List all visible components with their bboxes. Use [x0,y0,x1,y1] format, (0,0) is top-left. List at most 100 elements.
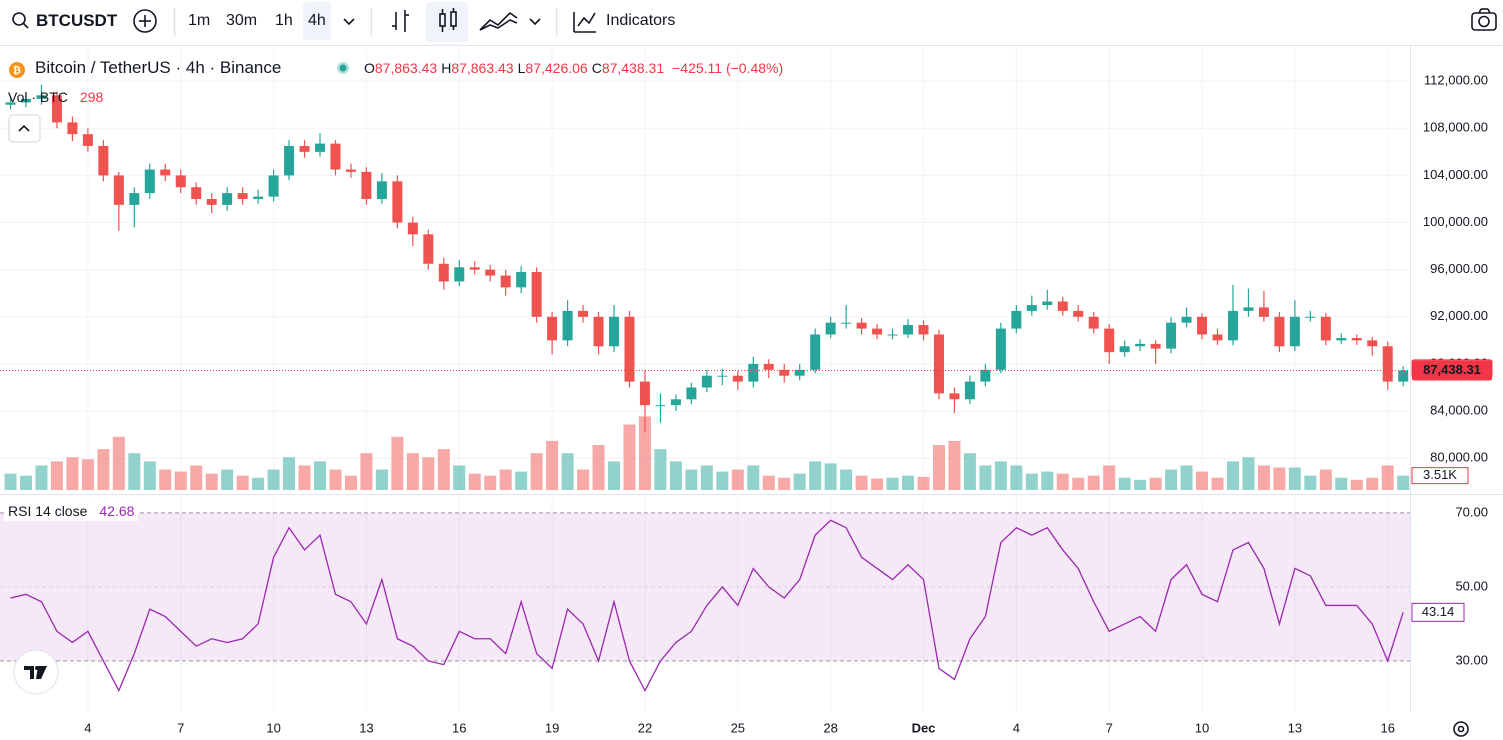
candle-body [284,145,295,176]
rsi-line [10,519,1404,693]
candle-body [438,263,449,282]
candle-body [1289,316,1300,347]
rsi-tag [1411,602,1465,622]
volume-bar [515,471,528,490]
candle-body [20,98,31,103]
candle-body [949,393,960,400]
volume-bar [1350,479,1363,490]
volume-bar [174,471,187,490]
interval-menu[interactable] [343,18,355,26]
candle-body [1104,328,1115,353]
candle-body [175,175,186,188]
indicators-button[interactable]: Indicators [606,12,676,29]
candle-body [1088,316,1099,329]
y-tick-label: 100,000.00 [1423,214,1488,229]
volume-label: Vol · BTC [8,89,68,105]
bar-style-icon[interactable] [392,10,409,32]
ohlc-value: 87,863.43 [374,60,438,76]
volume-bar [669,461,682,490]
volume-bar [1335,477,1348,490]
area-style-icon[interactable] [479,11,518,31]
volume-bar [159,469,172,490]
candle-body [779,369,790,376]
rsi-band [0,512,1410,661]
volume-bar [948,440,961,490]
candle-body [748,363,759,382]
candle-body [578,310,589,317]
indicators-icon[interactable] [573,12,596,33]
volume-bar [236,475,249,490]
volume-bar [406,453,419,490]
x-tick-label: 4 [84,720,91,735]
ohlc-key: L [517,60,526,76]
candle-body [609,316,620,347]
volume-bar [638,416,651,490]
candle-body [763,363,774,370]
candle-body [686,387,697,400]
ohlc-key: H [441,60,452,76]
scroll-button[interactable] [8,114,41,143]
volume-tag [1411,467,1469,485]
candle-body [701,375,712,388]
volume-bar [314,461,327,490]
candle-body [222,193,233,205]
candle-body [376,181,387,199]
interval[interactable]: 1m [188,12,211,29]
volume-bar [1273,467,1286,490]
settings-icon[interactable] [1453,721,1469,737]
interval-active[interactable]: 4h [303,2,331,40]
volume-bar [994,461,1007,490]
candle-body [500,275,511,288]
candle-body [918,325,929,335]
candle-body [841,322,852,324]
ohlc-value: 87,863.43 [451,60,514,76]
bitcoin-icon: ₿ [9,62,25,78]
search-icon[interactable] [12,12,26,26]
candle-body [1073,310,1084,317]
candle-body [237,193,248,199]
interval[interactable]: 1h [275,12,293,29]
x-tick-label: 7 [177,720,184,735]
candle-body [1042,301,1053,306]
volume-bar [809,461,822,490]
volume-bar [19,475,32,490]
volume-bar [422,457,435,490]
ohlc-value: 87,438.31 [601,60,665,76]
candle-body [407,222,418,235]
candle-body [980,369,991,382]
volume-bar [143,461,156,490]
symbol[interactable]: BTCUSDT [36,11,118,30]
ohlc-value: 87,426.06 [525,60,588,76]
y-tick-label: 92,000.00 [1430,308,1488,323]
volume-bar [437,449,450,490]
snapshot-icon[interactable] [1471,8,1497,31]
ohlc-legend: O 87,863.43 H 87,863.43 L 87,426.06 C 87,438… [364,60,783,76]
rsi-legend: RSI 14 close 42.68 [4,501,139,521]
candle-body [547,316,558,341]
candle-body [392,181,403,223]
candle-body [144,169,155,194]
volume-bar [97,449,110,490]
candle-body [1011,310,1022,329]
volume-bar [1288,467,1301,490]
tradingview-logo[interactable] [13,649,59,695]
chart-layer: 4 7 10 13 16 19 22 25 28 Dec 4 7 10 13 16 80,000.00 84,0… [0,47,1493,735]
volume-bar [128,453,141,490]
x-tick-label: 7 [1106,720,1113,735]
volume-bar [530,453,543,490]
volume-bar [468,473,481,490]
chart-type-menu[interactable] [529,18,541,26]
candle-body [903,325,914,335]
volume-bar [700,465,713,490]
candle-body [531,272,542,317]
candle-body [872,328,883,335]
volume-bar [762,475,775,490]
x-tick-label: 13 [1288,720,1302,735]
add-symbol[interactable] [133,9,157,33]
interval[interactable]: 30m [226,12,258,29]
volume-bar [1226,461,1239,490]
volume-bar [112,436,125,490]
market-status-dot [339,64,347,72]
candle-style-icon[interactable] [439,8,457,32]
